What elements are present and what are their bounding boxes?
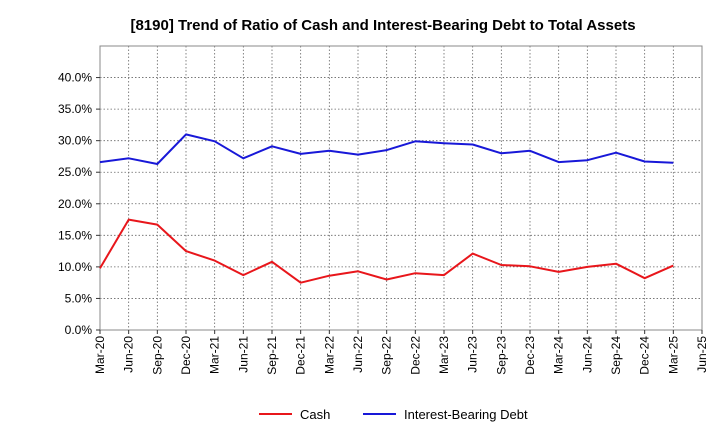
- x-tick-label: Mar-22: [322, 336, 336, 374]
- y-tick-label: 35.0%: [58, 102, 92, 116]
- chart-title: [8190] Trend of Ratio of Cash and Intere…: [130, 17, 635, 34]
- series-line-interest-bearing-debt: [99, 133, 674, 165]
- x-tick-label: Sep-20: [150, 336, 164, 375]
- series-line-cash: [99, 218, 674, 284]
- x-tick-label: Dec-22: [408, 336, 422, 375]
- x-tick-label: Jun-23: [466, 336, 480, 373]
- x-tick-label: Jun-24: [580, 336, 594, 373]
- x-tick-label: Dec-23: [523, 336, 537, 375]
- x-tick-label: Jun-21: [236, 336, 250, 373]
- x-tick-label: Mar-23: [437, 336, 451, 374]
- x-tick-label: Sep-21: [265, 336, 279, 375]
- y-tick-label: 40.0%: [58, 71, 92, 85]
- x-tick-label: Mar-24: [552, 336, 566, 374]
- y-tick-label: 0.0%: [65, 323, 93, 337]
- y-tick-label: 20.0%: [58, 197, 92, 211]
- y-tick-label: 10.0%: [58, 260, 92, 274]
- x-tick-label: Jun-22: [351, 336, 365, 373]
- y-tick-label: 15.0%: [58, 228, 92, 242]
- legend-label-cash: Cash: [300, 407, 330, 422]
- x-tick-label: Dec-21: [294, 336, 308, 375]
- y-tick-label: 5.0%: [65, 291, 93, 305]
- legend-label-interest-bearing-debt: Interest-Bearing Debt: [404, 407, 528, 422]
- grid: [100, 45, 702, 330]
- x-tick-label: Jun-20: [122, 336, 136, 373]
- x-tick-label: Dec-20: [179, 336, 193, 375]
- x-tick-label: Jun-25: [695, 336, 709, 373]
- x-tick-label: Mar-21: [208, 336, 222, 374]
- y-tick-label: 30.0%: [58, 134, 92, 148]
- x-tick-label: Sep-24: [609, 336, 623, 375]
- series-layer: [99, 133, 674, 284]
- x-tick-label: Sep-23: [494, 336, 508, 375]
- x-tick-label: Sep-22: [380, 336, 394, 375]
- x-tick-label: Mar-20: [93, 336, 107, 374]
- x-tick-label: Mar-25: [666, 336, 680, 374]
- x-tick-label: Dec-24: [638, 336, 652, 375]
- plot-area: [99, 45, 703, 331]
- y-tick-label: 25.0%: [58, 165, 92, 179]
- legend: Cash Interest-Bearing Debt: [259, 407, 528, 422]
- y-axis: 0.0% 5.0% 10.0% 15.0% 20.0% 25.0% 30.0% 35.0% 40…: [58, 71, 100, 337]
- x-axis: Mar-20 Jun-20 Sep-20 Dec-20 Mar-21 Jun-21 Sep-…: [93, 330, 709, 375]
